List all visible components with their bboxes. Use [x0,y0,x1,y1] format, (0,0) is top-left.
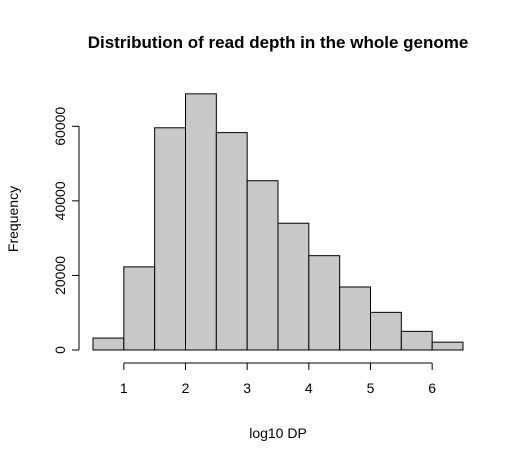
histogram-bar [308,255,341,351]
histogram-bar [185,93,217,351]
x-tick-label: 2 [182,380,190,396]
histogram-bar [277,222,310,351]
y-tick-label: 60000 [52,107,68,146]
histogram-bar [92,337,125,351]
x-tick-label: 3 [243,380,251,396]
histogram-bar [246,180,279,351]
histogram-bar [123,266,156,351]
histogram-bar [215,132,248,351]
x-tick-label: 6 [428,380,436,396]
x-tick-label: 5 [367,380,375,396]
histogram-bar [339,286,371,351]
histogram-bar [154,127,187,351]
y-tick-label: 20000 [52,256,68,295]
y-axis-label: Frequency [5,186,21,252]
x-tick-label: 4 [305,380,313,396]
x-tick-label: 1 [120,380,128,396]
histogram-bar [431,341,464,351]
y-tick-label: 0 [52,346,68,354]
x-axis: 1 2 3 4 5 6 [120,362,436,396]
histogram-bar [370,311,402,351]
histogram-bar [400,330,433,351]
y-tick-label: 40000 [52,181,68,220]
chart-title: Distribution of read depth in the whole … [88,33,469,52]
bars-group [92,93,464,351]
x-axis-label: log10 DP [249,425,307,441]
y-axis: 0 20000 40000 60000 [52,107,80,354]
